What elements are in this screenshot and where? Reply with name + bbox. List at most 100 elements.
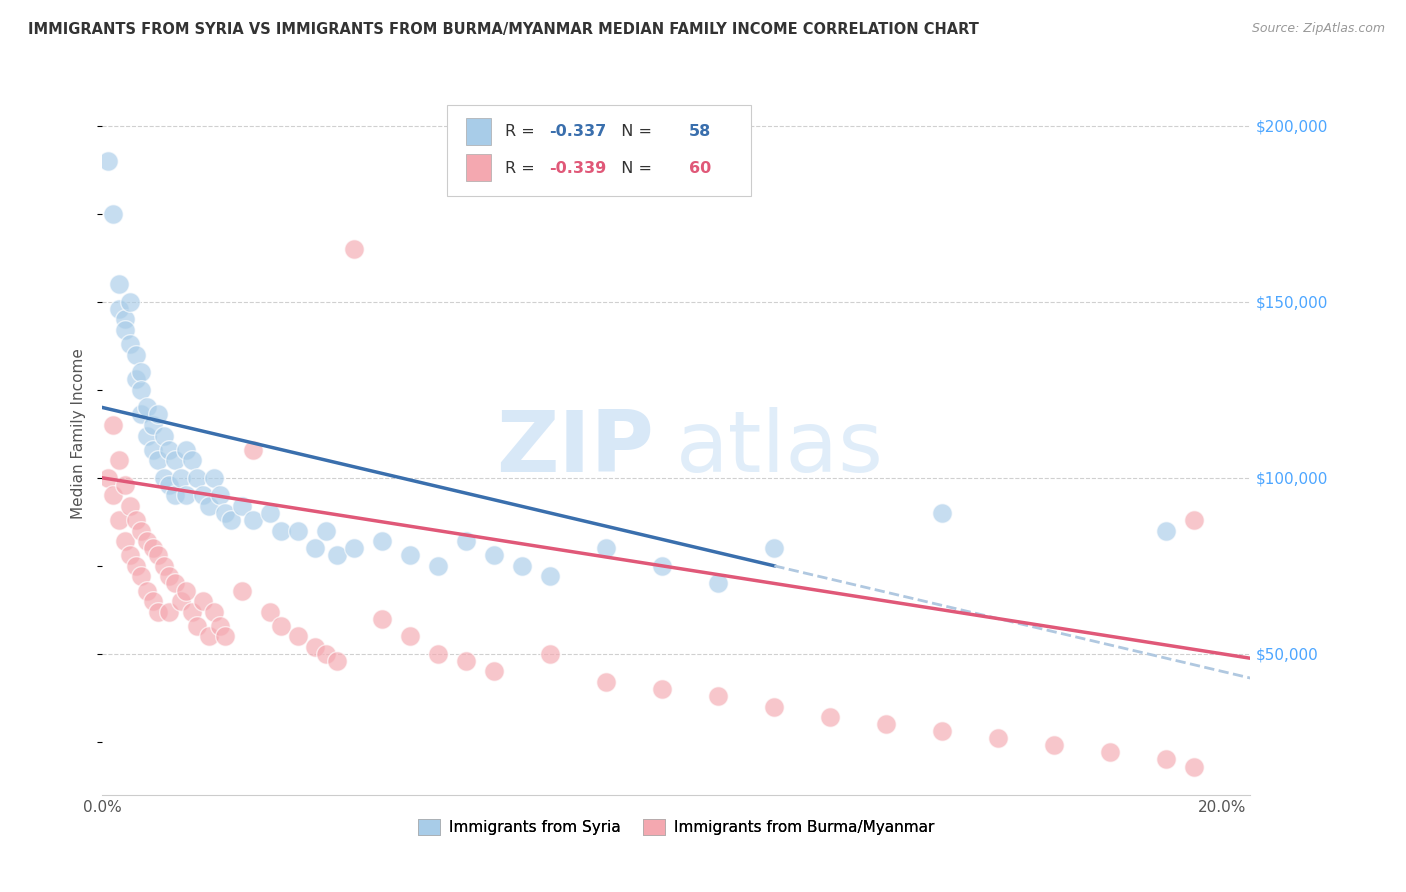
Text: ZIP: ZIP	[496, 407, 654, 490]
Point	[114, 534, 136, 549]
Text: R =: R =	[505, 124, 540, 139]
Point	[136, 401, 159, 415]
Point	[97, 153, 120, 168]
Legend: Immigrants from Syria, Immigrants from Burma/Myanmar: Immigrants from Syria, Immigrants from B…	[412, 813, 941, 841]
Point	[136, 583, 159, 598]
Point	[159, 605, 181, 619]
Point	[231, 583, 253, 598]
Point	[163, 453, 186, 467]
Point	[202, 605, 225, 619]
Point	[125, 372, 148, 386]
Point	[131, 569, 153, 583]
Bar	[467, 153, 492, 181]
Point	[131, 365, 153, 379]
Point	[131, 383, 153, 397]
Text: Source: ZipAtlas.com: Source: ZipAtlas.com	[1251, 22, 1385, 36]
Point	[131, 408, 153, 422]
Point	[343, 541, 366, 556]
FancyBboxPatch shape	[447, 105, 751, 195]
Text: 60: 60	[689, 161, 711, 176]
Point	[1156, 752, 1178, 766]
Point	[270, 618, 292, 632]
Point	[484, 549, 506, 563]
Point	[931, 724, 953, 739]
Point	[108, 301, 131, 316]
Point	[180, 453, 202, 467]
Point	[208, 618, 231, 632]
Y-axis label: Median Family Income: Median Family Income	[72, 349, 86, 519]
Text: R =: R =	[505, 161, 540, 176]
Point	[707, 576, 730, 591]
Point	[97, 471, 120, 485]
Point	[987, 731, 1010, 746]
Point	[875, 717, 897, 731]
Text: -0.337: -0.337	[548, 124, 606, 139]
Point	[120, 549, 142, 563]
Point	[651, 558, 673, 573]
Point	[214, 506, 236, 520]
Point	[108, 277, 131, 292]
Point	[399, 549, 422, 563]
Point	[427, 558, 450, 573]
Point	[114, 323, 136, 337]
Point	[456, 534, 478, 549]
Point	[399, 629, 422, 643]
Point	[456, 654, 478, 668]
Point	[136, 428, 159, 442]
Point	[259, 506, 281, 520]
Point	[159, 442, 181, 457]
Point	[304, 640, 326, 654]
Text: N =: N =	[610, 161, 657, 176]
Point	[103, 207, 125, 221]
Point	[343, 242, 366, 256]
Point	[427, 647, 450, 661]
Point	[371, 612, 394, 626]
Point	[180, 605, 202, 619]
Point	[142, 417, 165, 432]
Point	[287, 629, 309, 643]
Point	[120, 499, 142, 513]
Point	[169, 594, 191, 608]
Point	[1184, 513, 1206, 527]
Point	[191, 488, 214, 502]
Point	[120, 337, 142, 351]
Point	[148, 453, 170, 467]
Point	[707, 689, 730, 703]
Point	[1099, 746, 1122, 760]
Point	[1043, 739, 1066, 753]
Point	[538, 647, 561, 661]
Point	[174, 442, 197, 457]
Point	[125, 558, 148, 573]
Point	[287, 524, 309, 538]
Point	[214, 629, 236, 643]
Point	[186, 618, 208, 632]
Point	[142, 442, 165, 457]
Point	[108, 453, 131, 467]
Bar	[467, 118, 492, 145]
Point	[270, 524, 292, 538]
Point	[510, 558, 533, 573]
Point	[131, 524, 153, 538]
Point	[125, 513, 148, 527]
Point	[326, 654, 349, 668]
Point	[208, 488, 231, 502]
Point	[108, 513, 131, 527]
Point	[231, 499, 253, 513]
Point	[1156, 524, 1178, 538]
Point	[595, 541, 617, 556]
Point	[763, 699, 786, 714]
Point	[120, 294, 142, 309]
Point	[763, 541, 786, 556]
Point	[114, 478, 136, 492]
Point	[148, 605, 170, 619]
Text: -0.339: -0.339	[548, 161, 606, 176]
Point	[153, 471, 176, 485]
Point	[197, 629, 219, 643]
Text: atlas: atlas	[676, 407, 884, 490]
Point	[163, 576, 186, 591]
Point	[153, 558, 176, 573]
Point	[103, 417, 125, 432]
Point	[931, 506, 953, 520]
Text: N =: N =	[610, 124, 657, 139]
Point	[191, 594, 214, 608]
